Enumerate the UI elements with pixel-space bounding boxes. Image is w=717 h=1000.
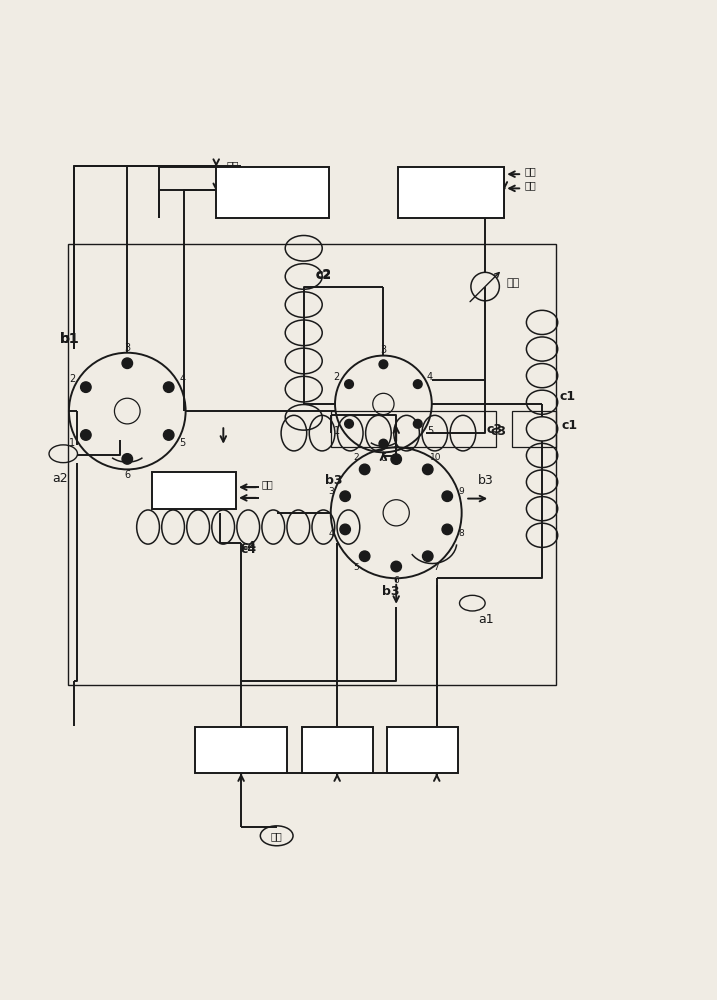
Text: 1: 1 [394, 440, 399, 449]
Text: c2: c2 [315, 268, 332, 281]
Circle shape [163, 430, 174, 440]
Text: 空气: 空气 [227, 161, 239, 171]
Text: a1: a1 [479, 613, 495, 626]
Circle shape [340, 491, 351, 501]
Text: AUX2: AUX2 [406, 744, 440, 757]
Bar [512, 411, 556, 447]
Text: 6: 6 [380, 453, 386, 463]
Text: c1: c1 [559, 390, 575, 403]
Bar [398, 167, 504, 218]
Circle shape [122, 454, 133, 464]
Text: d: d [189, 483, 199, 498]
Text: 2: 2 [333, 372, 340, 382]
Circle shape [442, 491, 452, 501]
Text: 8: 8 [458, 529, 464, 538]
Circle shape [340, 524, 351, 535]
Circle shape [80, 430, 91, 440]
Text: c4: c4 [240, 543, 256, 556]
Bar [302, 727, 373, 773]
Circle shape [345, 380, 353, 388]
Text: c3: c3 [491, 425, 507, 438]
Bar [387, 727, 458, 773]
Text: c2: c2 [315, 269, 332, 282]
Text: 7: 7 [433, 563, 439, 572]
Circle shape [422, 464, 433, 475]
Text: FID B: FID B [252, 185, 293, 200]
Text: 6: 6 [124, 470, 130, 480]
Circle shape [442, 524, 452, 535]
Text: 沼气: 沼气 [262, 479, 273, 489]
Text: b3: b3 [325, 474, 343, 487]
Circle shape [414, 419, 422, 428]
Text: c1: c1 [562, 419, 578, 432]
Text: 5: 5 [179, 438, 186, 448]
Text: 针阀: 针阀 [506, 278, 520, 288]
Text: 3: 3 [380, 345, 386, 355]
Text: c3: c3 [487, 423, 503, 436]
Circle shape [391, 561, 402, 572]
Text: AUX1: AUX1 [320, 744, 354, 757]
Text: a2: a2 [52, 472, 67, 485]
Text: b1: b1 [60, 332, 80, 346]
Text: 3: 3 [124, 343, 130, 353]
Text: 2: 2 [69, 374, 75, 384]
Text: b3: b3 [382, 585, 399, 598]
Text: 4: 4 [179, 374, 185, 384]
Bar [68, 244, 556, 685]
Text: b3: b3 [478, 474, 494, 487]
Circle shape [345, 419, 353, 428]
Text: 4: 4 [329, 529, 334, 538]
Text: b1: b1 [60, 332, 80, 346]
Text: 气源: 气源 [271, 831, 282, 841]
Text: 氢气: 氢气 [525, 166, 537, 176]
Text: 9: 9 [458, 487, 464, 496]
Text: 5: 5 [427, 426, 433, 436]
Text: 2: 2 [353, 453, 359, 462]
Text: 3: 3 [329, 487, 335, 496]
Text: 6: 6 [394, 576, 399, 585]
Circle shape [359, 464, 370, 475]
Text: 进样口
A: 进样口 A [231, 739, 251, 761]
Circle shape [422, 551, 433, 561]
Circle shape [379, 360, 388, 369]
Circle shape [391, 454, 402, 464]
Circle shape [359, 551, 370, 561]
Text: 1: 1 [333, 426, 340, 436]
Bar [331, 411, 496, 447]
Bar [217, 167, 328, 218]
Text: FID A: FID A [431, 185, 471, 200]
Text: 1: 1 [70, 438, 75, 448]
Text: 4: 4 [427, 372, 433, 382]
Circle shape [379, 439, 388, 448]
Circle shape [80, 382, 91, 392]
Bar [195, 727, 288, 773]
Text: 空气: 空气 [525, 181, 537, 191]
Circle shape [122, 358, 133, 368]
Text: c4: c4 [240, 540, 256, 553]
Circle shape [163, 382, 174, 392]
Bar [152, 472, 236, 509]
Circle shape [414, 380, 422, 388]
Text: 5: 5 [353, 563, 359, 572]
Text: 10: 10 [430, 453, 442, 462]
